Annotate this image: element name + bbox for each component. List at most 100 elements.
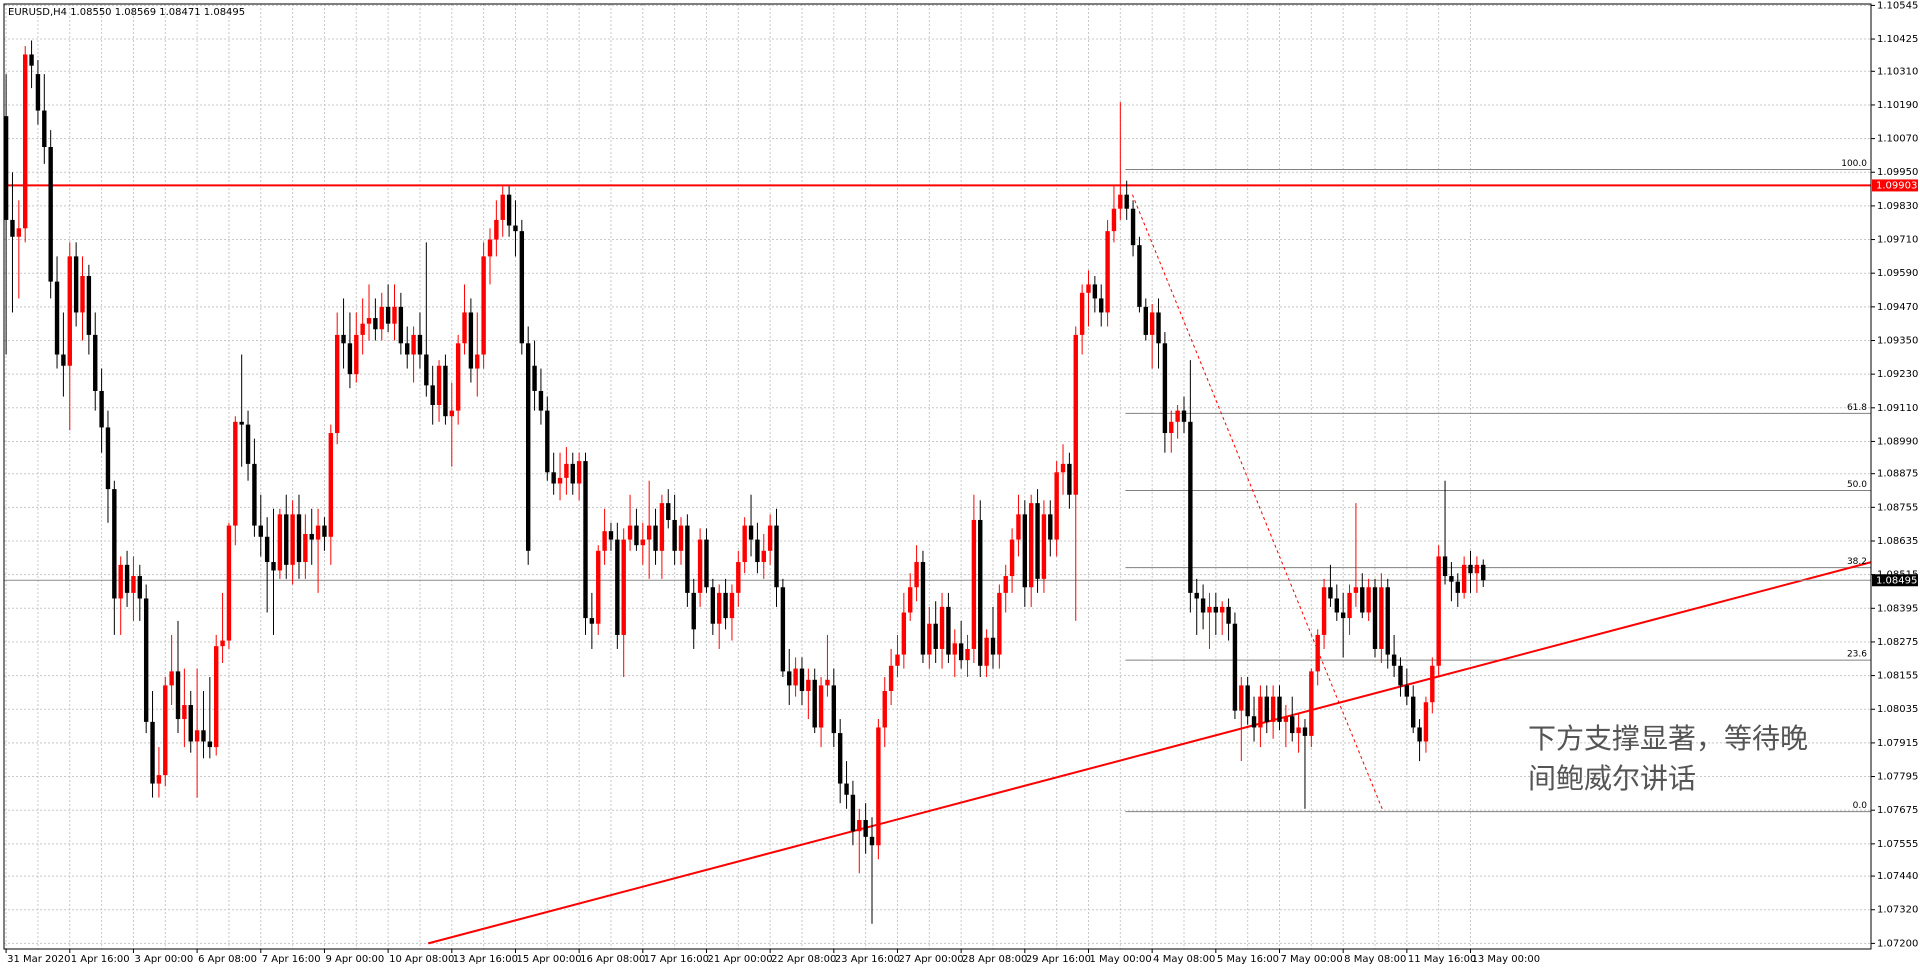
candle-body — [576, 461, 582, 484]
candle-body — [551, 472, 556, 484]
candle-body — [1099, 298, 1104, 313]
candle-body — [1321, 587, 1327, 635]
x-tick-label: 13 Apr 16:00 — [453, 954, 518, 965]
candle-body — [207, 741, 213, 748]
candle-body — [1277, 696, 1282, 722]
y-tick-label: 1.08395 — [1877, 603, 1918, 614]
candle-body — [1315, 634, 1320, 672]
y-tick-label: 1.10545 — [1877, 0, 1918, 11]
candle-body — [958, 643, 964, 661]
candle-body — [86, 276, 92, 335]
candle-body — [1137, 245, 1142, 307]
candle-body — [1003, 576, 1008, 593]
candle-body — [939, 606, 945, 649]
candle-body — [920, 562, 926, 655]
candle-body — [946, 606, 951, 655]
candle-body — [67, 256, 72, 366]
candle-body — [755, 539, 760, 563]
candle-body — [430, 385, 435, 405]
candle-body — [869, 836, 875, 846]
fib-level-label: 23.6 — [1847, 650, 1867, 660]
y-tick-label: 1.08755 — [1877, 502, 1918, 513]
candle-body — [1340, 612, 1346, 619]
candle-body — [634, 525, 639, 546]
x-tick-label: 10 Apr 08:00 — [389, 954, 454, 965]
y-tick-label: 1.07795 — [1877, 772, 1918, 783]
candle-body — [774, 525, 779, 588]
candle-body — [392, 306, 397, 324]
candle-body — [105, 427, 111, 490]
candle-body — [214, 646, 219, 748]
candle-body — [990, 637, 996, 655]
candle-body — [169, 671, 174, 686]
candle-body — [239, 421, 244, 425]
y-tick-label: 1.07555 — [1877, 839, 1918, 850]
candle-body — [799, 668, 805, 692]
x-tick-label: 3 Apr 00:00 — [134, 954, 193, 965]
candle-body — [506, 194, 512, 226]
candle-body — [150, 721, 155, 784]
candle-body — [704, 539, 709, 588]
candle-body — [1461, 564, 1467, 593]
candle-body — [277, 514, 283, 571]
candle-body — [245, 424, 251, 464]
candle-body — [163, 685, 168, 776]
candle-body — [1398, 665, 1403, 686]
candle-body — [80, 276, 85, 313]
candle-body — [347, 343, 353, 375]
candle-body — [417, 334, 423, 355]
candle-body — [455, 343, 461, 411]
candle-body — [424, 354, 429, 386]
resistance-price-box — [1872, 179, 1918, 192]
candle-body — [525, 343, 531, 551]
candle-body — [952, 643, 957, 655]
candle-body — [124, 564, 130, 593]
x-tick-label: 6 Apr 08:00 — [198, 954, 257, 965]
y-tick-label: 1.09590 — [1877, 268, 1918, 279]
candle-body — [252, 463, 257, 526]
candle-body — [1175, 410, 1180, 422]
candle-body — [175, 671, 181, 720]
y-tick-label: 1.09230 — [1877, 369, 1918, 380]
candle-body — [54, 281, 60, 355]
candle-body — [354, 334, 359, 375]
candle-body — [188, 705, 193, 742]
annotation: 下方支撑显著，等待晚 — [1528, 722, 1808, 755]
candle-body — [965, 648, 970, 661]
candle-body — [1162, 343, 1168, 434]
candle-body — [112, 489, 117, 599]
candle-body — [1079, 292, 1085, 335]
overlay-lines — [4, 168, 1871, 945]
x-tick-label: 13 May 00:00 — [1472, 954, 1541, 965]
x-tick-label: 22 Apr 08:00 — [771, 954, 836, 965]
candle-body — [1092, 284, 1098, 299]
candle-body — [519, 231, 525, 344]
candle-body — [29, 54, 34, 66]
y-tick-label: 1.07440 — [1877, 871, 1918, 882]
candle-body — [1404, 685, 1410, 697]
x-tick-label: 28 Apr 08:00 — [962, 954, 1027, 965]
candle-body — [780, 587, 786, 672]
candle-body — [1188, 421, 1193, 593]
candle-body — [1124, 194, 1129, 209]
candle-body — [717, 592, 722, 624]
candle-body — [1054, 472, 1059, 540]
candle-body — [16, 228, 22, 237]
candle-body — [481, 256, 486, 355]
candle-body — [627, 525, 633, 540]
candle-body — [99, 390, 104, 428]
candle-body — [901, 612, 907, 655]
candle-body — [685, 525, 690, 593]
candle-body — [1213, 606, 1219, 613]
candle-body — [1334, 598, 1340, 613]
candle-body — [888, 665, 894, 692]
candle-body — [1200, 598, 1206, 613]
candle-body — [653, 525, 658, 551]
candle-body — [1411, 696, 1416, 728]
candle-body — [35, 74, 41, 111]
candle-body — [710, 587, 716, 624]
candle-body — [742, 525, 747, 563]
x-tick-label: 8 May 08:00 — [1344, 954, 1406, 965]
candle-body — [322, 525, 327, 537]
